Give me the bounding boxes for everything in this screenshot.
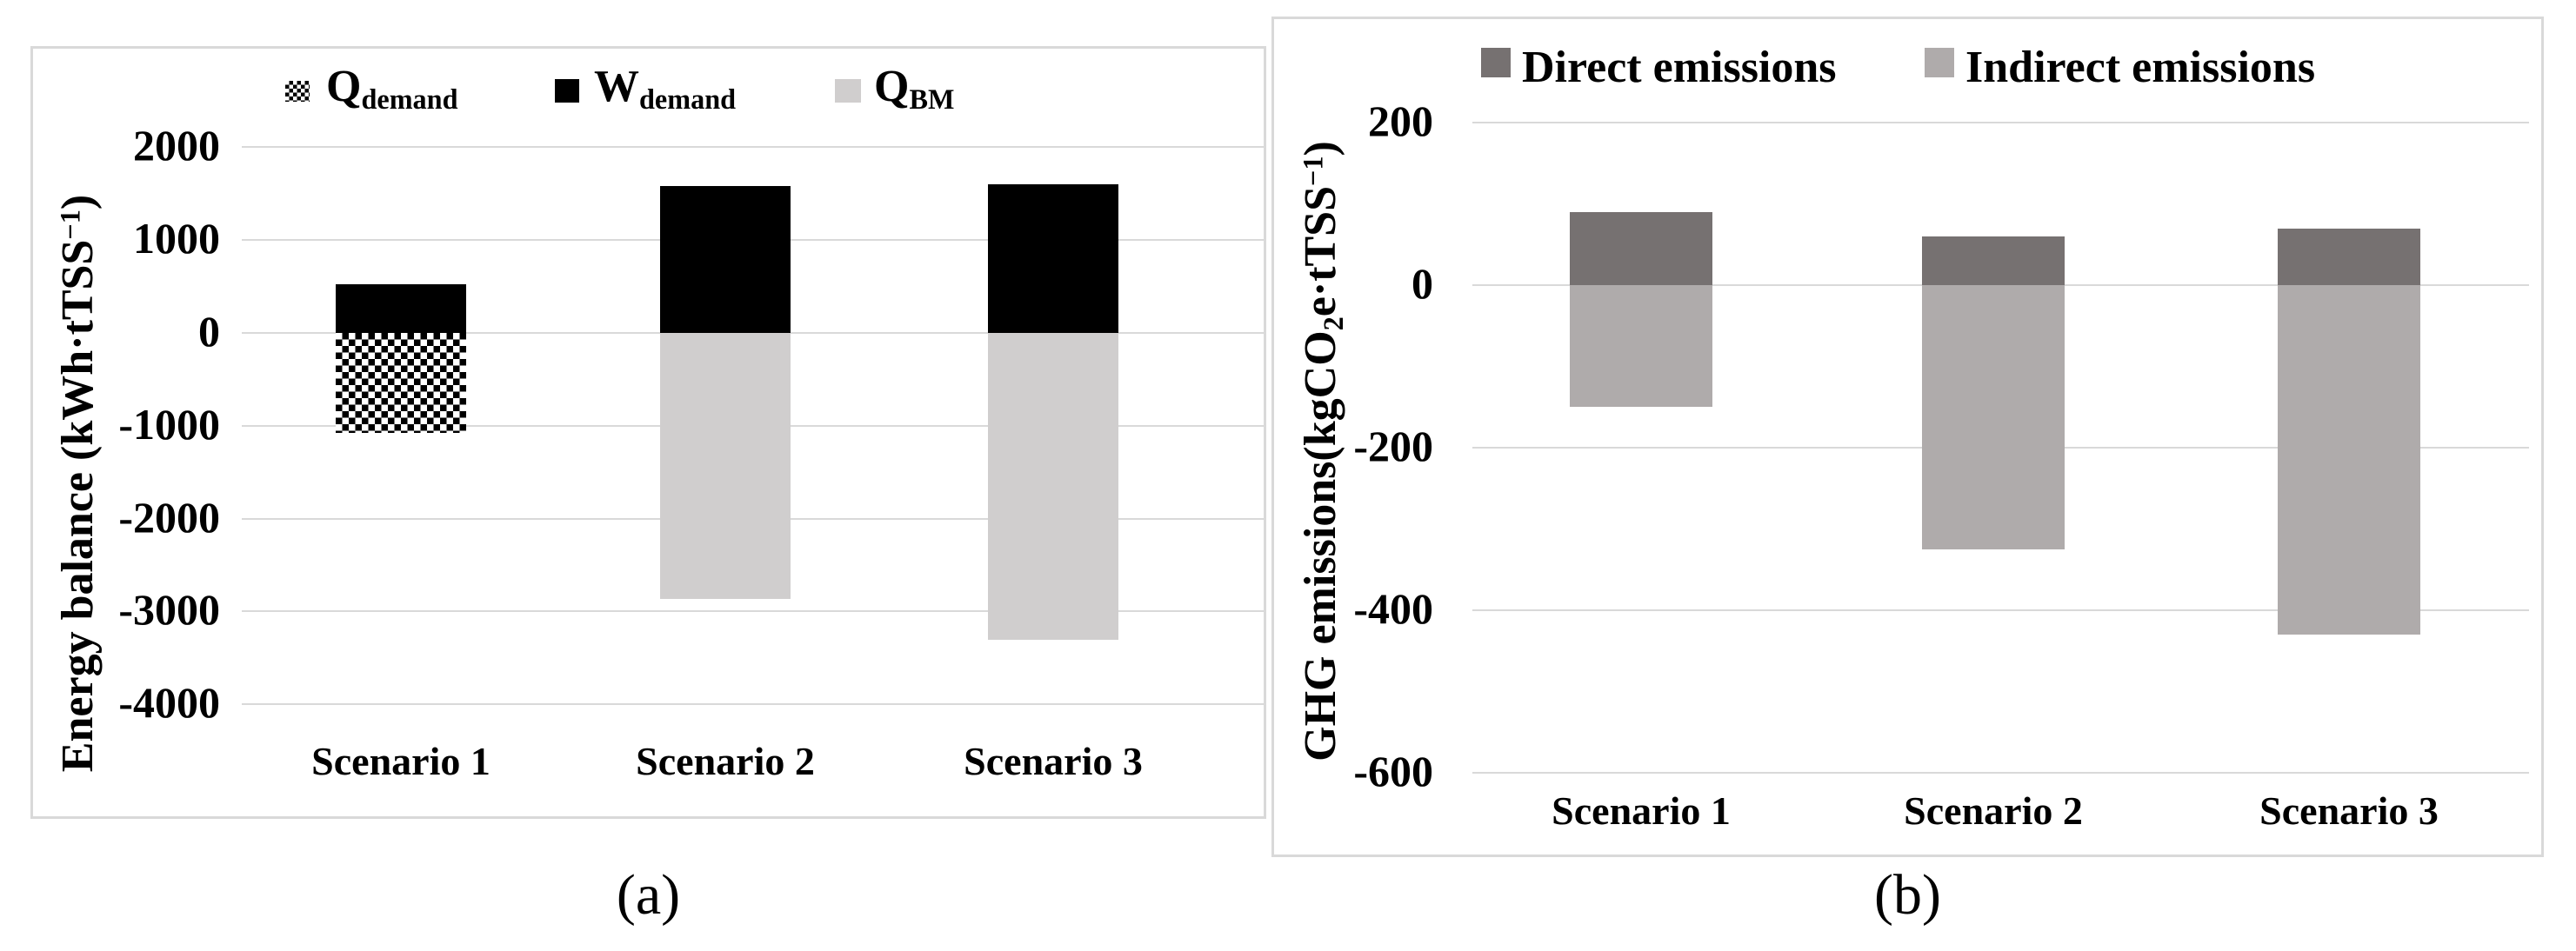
- bar-indirect-emissions-scenario-3: [2278, 285, 2420, 635]
- panel-energy-balance: Qdemand Wdemand QBM Energy balance (kWh·…: [30, 46, 1266, 819]
- legend-label-direct-emissions: Direct emissions: [1522, 43, 1837, 92]
- y-axis-title-b-close: ): [1295, 141, 1345, 156]
- y-tick-label--2000: -2000: [118, 492, 220, 542]
- y-tick-label--1000: -1000: [118, 399, 220, 449]
- legend-label-qdemand-sub: demand: [361, 83, 458, 116]
- y-tick-label-2000: 2000: [133, 121, 220, 170]
- y-tick-label-1000: 1000: [133, 214, 220, 263]
- y-tick-label-0: 0: [1411, 259, 1433, 308]
- x-category-label-scenario-1: Scenario 1: [1552, 788, 1731, 833]
- y-axis-title-a-close: ): [53, 194, 103, 210]
- x-category-label-scenario-2: Scenario 2: [636, 739, 815, 783]
- y-tick-label--600: -600: [1353, 747, 1433, 795]
- caption-a: (a): [616, 863, 681, 927]
- legend-label-qbm-sub: BM: [909, 83, 955, 116]
- y-axis-title-b-text: GHG emissions(kgCO: [1295, 330, 1345, 761]
- legend-label-wdemand-sub: demand: [639, 83, 737, 116]
- y-tick-label--4000: -4000: [118, 678, 220, 728]
- x-category-label-scenario-1: Scenario 1: [311, 739, 491, 783]
- y-axis-title-b-sup: −1: [1297, 156, 1329, 186]
- legend-label-qbm-main: Q: [874, 62, 910, 111]
- gridline--600: [1472, 772, 2529, 774]
- x-category-label-scenario-3: Scenario 3: [2259, 788, 2439, 833]
- legend-label-indirect-emissions: Indirect emissions: [1965, 43, 2316, 92]
- gridline--400: [1472, 609, 2529, 611]
- x-category-label-scenario-2: Scenario 2: [1904, 788, 2083, 833]
- gridline--3000: [242, 610, 1265, 613]
- legend-label-qbm: QBM: [874, 62, 955, 116]
- bar-indirect-emissions-scenario-2: [1922, 285, 2065, 549]
- x-category-label-scenario-3: Scenario 3: [964, 739, 1143, 783]
- bar-qdemand-scenario-1: [336, 333, 466, 434]
- gridline-2000: [242, 146, 1265, 149]
- bar-indirect-emissions-scenario-1: [1570, 285, 1712, 408]
- bar-qbm-scenario-3: [988, 333, 1118, 640]
- legend-label-wdemand: Wdemand: [594, 62, 737, 116]
- legend-label-qdemand: Qdemand: [326, 62, 458, 116]
- bar-wdemand-scenario-3: [988, 184, 1118, 333]
- y-tick-label--200: -200: [1353, 422, 1433, 470]
- legend-swatch-direct-emissions-icon: [1481, 48, 1511, 77]
- bar-qbm-scenario-2: [660, 333, 791, 599]
- bar-direct-emissions-scenario-3: [2278, 228, 2420, 285]
- legend-swatch-wdemand-icon: [555, 79, 579, 103]
- gridline--4000: [242, 703, 1265, 706]
- bar-direct-emissions-scenario-1: [1570, 211, 1712, 285]
- panel-ghg-emissions: Direct emissions Indirect emissions GHG …: [1271, 17, 2544, 857]
- legend-label-qdemand-main: Q: [326, 62, 362, 111]
- bar-wdemand-scenario-2: [660, 186, 791, 333]
- legend-swatch-indirect-emissions-icon: [1925, 48, 1954, 77]
- caption-b: (b): [1874, 863, 1941, 927]
- bar-wdemand-scenario-1: [336, 284, 466, 333]
- bar-direct-emissions-scenario-2: [1922, 236, 2065, 285]
- y-tick-label-200: 200: [1368, 96, 1433, 145]
- legend-swatch-qbm-icon: [835, 79, 861, 103]
- legend-swatch-qdemand-checker-icon: [285, 81, 310, 102]
- y-tick-label--3000: -3000: [118, 585, 220, 635]
- gridline-200: [1472, 122, 2529, 123]
- legend-label-wdemand-main: W: [594, 62, 639, 111]
- y-axis-title-b-sub: 2: [1317, 316, 1349, 331]
- y-tick-label--400: -400: [1353, 584, 1433, 633]
- y-tick-label-0: 0: [198, 307, 220, 356]
